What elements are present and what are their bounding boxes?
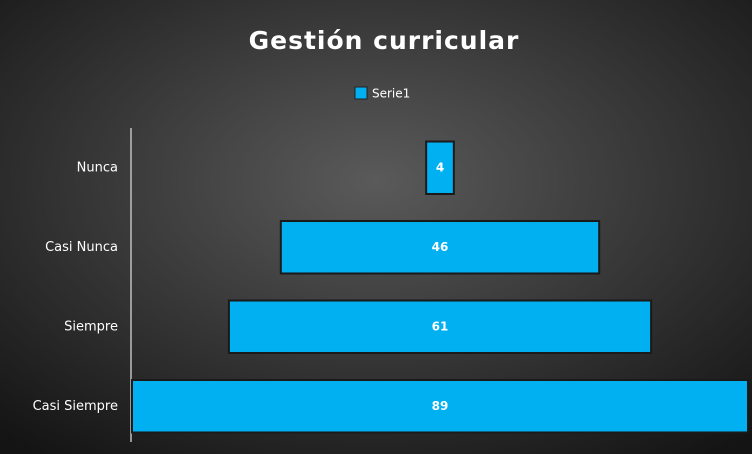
legend-swatch	[354, 86, 368, 100]
category-label: Casi Siempre	[33, 399, 118, 414]
bar	[425, 140, 455, 195]
bar	[227, 299, 653, 354]
value-label: 46	[432, 240, 449, 254]
chart-title: Gestión curricular	[249, 26, 520, 55]
value-label: 4	[436, 160, 444, 174]
category-label: Nunca	[77, 160, 118, 175]
value-label: 61	[432, 319, 449, 333]
value-label: 89	[432, 399, 449, 413]
bar	[131, 379, 749, 434]
legend-label: Serie1	[372, 87, 410, 101]
category-label: Casi Nunca	[45, 240, 118, 255]
category-label: Siempre	[64, 319, 118, 334]
bar	[279, 220, 601, 275]
